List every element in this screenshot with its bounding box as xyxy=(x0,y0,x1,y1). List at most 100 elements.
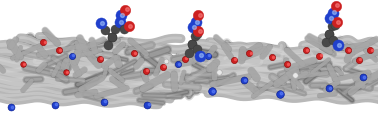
Point xyxy=(9,106,15,108)
Point xyxy=(98,23,104,25)
Point xyxy=(284,63,290,65)
Point xyxy=(334,22,340,24)
Point xyxy=(248,52,254,54)
Point xyxy=(117,22,123,24)
Point xyxy=(118,21,124,23)
Point xyxy=(112,29,118,30)
Point xyxy=(70,55,76,57)
Point xyxy=(194,49,200,51)
Point xyxy=(127,26,133,27)
Point xyxy=(124,9,130,11)
Point xyxy=(63,71,69,73)
Point xyxy=(197,55,203,57)
Point xyxy=(182,58,188,60)
Point xyxy=(163,61,169,63)
Point xyxy=(189,43,195,45)
Point xyxy=(367,50,373,52)
Point xyxy=(198,55,204,57)
Point xyxy=(118,15,124,17)
Point xyxy=(176,63,182,65)
Point xyxy=(102,30,108,32)
Point xyxy=(241,80,247,81)
Point xyxy=(195,31,201,33)
Point xyxy=(102,101,108,102)
Point xyxy=(360,77,366,79)
Point xyxy=(278,93,284,94)
Point xyxy=(57,50,63,52)
Point xyxy=(132,52,138,54)
Point xyxy=(334,5,340,7)
Point xyxy=(326,34,332,36)
Point xyxy=(69,55,75,57)
Point xyxy=(56,50,62,52)
Point xyxy=(318,55,324,57)
Point xyxy=(292,74,298,76)
Point xyxy=(183,58,189,60)
Point xyxy=(323,42,329,44)
Point xyxy=(192,35,198,37)
Point xyxy=(40,42,46,44)
Point xyxy=(327,18,333,20)
Point xyxy=(52,104,58,106)
Point xyxy=(316,55,322,57)
Point xyxy=(97,58,103,60)
Point xyxy=(161,66,167,68)
Point xyxy=(326,88,332,89)
Point xyxy=(356,59,362,61)
Point xyxy=(146,103,152,105)
Point xyxy=(195,15,201,17)
Point xyxy=(246,53,253,55)
Point xyxy=(346,50,352,52)
Point xyxy=(270,56,276,58)
Point xyxy=(64,71,70,73)
Point xyxy=(216,71,222,73)
Point xyxy=(330,39,336,41)
Point xyxy=(231,59,237,61)
Point xyxy=(193,22,199,24)
Point xyxy=(206,55,212,57)
Point xyxy=(197,31,203,33)
Point xyxy=(20,63,26,65)
Point xyxy=(335,21,341,23)
Point xyxy=(333,6,339,8)
Point xyxy=(210,90,216,92)
Point xyxy=(125,26,132,28)
Point xyxy=(209,90,215,92)
Point xyxy=(160,66,166,68)
Point xyxy=(357,59,363,61)
Point xyxy=(277,93,283,95)
Point xyxy=(369,50,375,52)
Point xyxy=(42,42,48,43)
Point xyxy=(144,70,150,72)
Point xyxy=(194,34,200,36)
Point xyxy=(190,27,196,29)
Point xyxy=(99,23,105,25)
Point xyxy=(326,34,332,36)
Point xyxy=(194,21,200,23)
Point xyxy=(331,12,337,14)
Point xyxy=(329,26,335,28)
Point xyxy=(186,53,192,55)
Point xyxy=(101,101,107,103)
Point xyxy=(232,59,239,61)
Point xyxy=(303,50,309,52)
Point xyxy=(143,70,149,72)
Point xyxy=(345,50,351,52)
Point xyxy=(285,63,291,65)
Point xyxy=(335,45,341,47)
Point xyxy=(105,45,111,47)
Point xyxy=(336,44,342,46)
Point xyxy=(332,25,338,26)
Point xyxy=(108,37,115,38)
Point xyxy=(328,17,334,19)
Point xyxy=(175,63,181,65)
Point xyxy=(119,15,125,17)
Point xyxy=(108,37,115,38)
Point xyxy=(205,55,211,57)
Point xyxy=(327,87,333,89)
Point xyxy=(131,53,137,55)
Point xyxy=(269,57,275,59)
Point xyxy=(361,76,367,78)
Point xyxy=(121,29,127,30)
Point xyxy=(189,43,195,45)
